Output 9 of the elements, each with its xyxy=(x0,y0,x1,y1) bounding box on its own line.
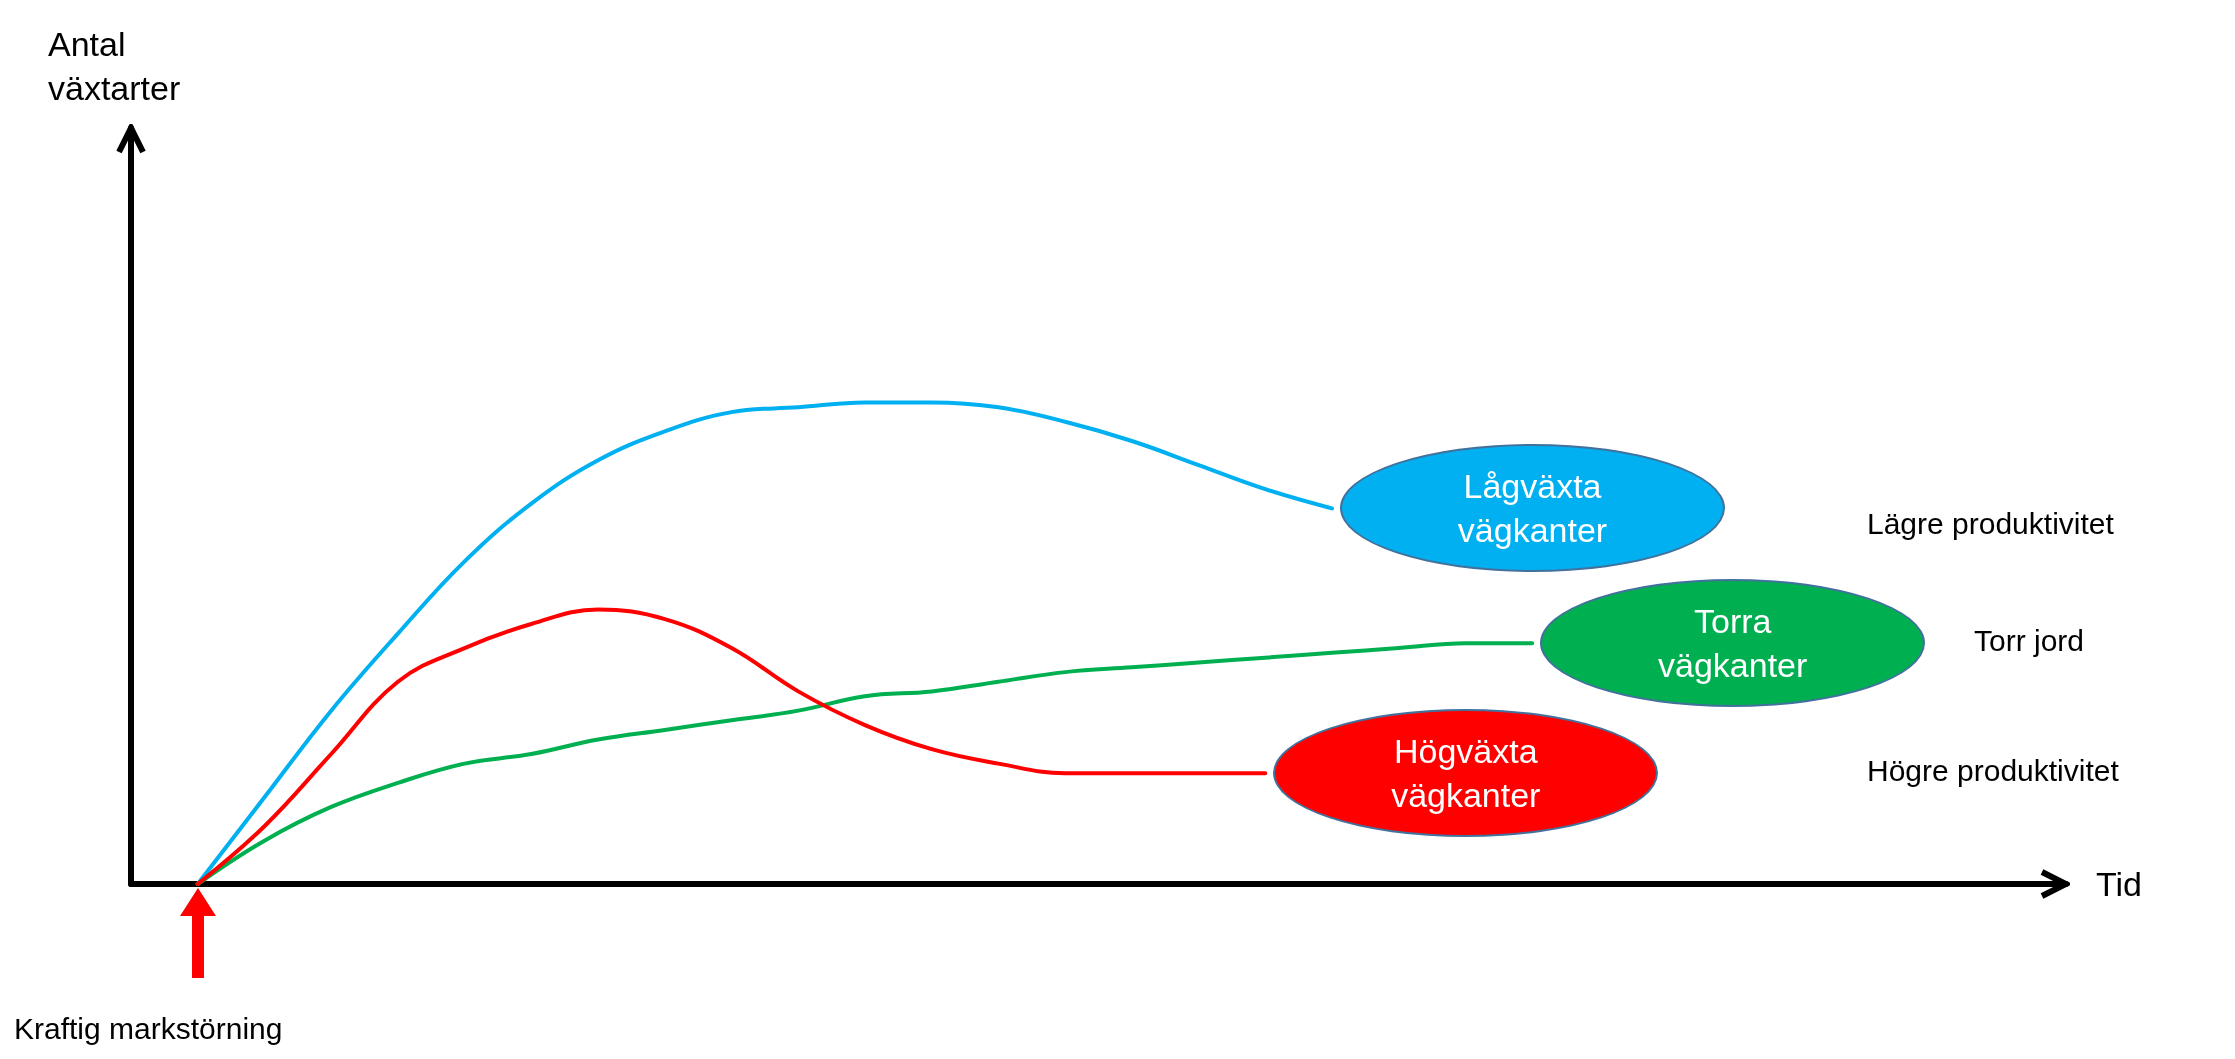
text: Högväxta vägkanter xyxy=(1390,731,1542,817)
text: Torra vägkanter xyxy=(1657,601,1809,687)
annotation: Lägre produktivitet xyxy=(1867,506,2115,540)
text: Antal växtarter xyxy=(48,25,181,107)
annotation: Torr jord xyxy=(1974,623,2085,657)
annotation: Högre produktivitet xyxy=(1867,753,2120,787)
text: Lågväxta vägkanter xyxy=(1456,466,1609,552)
x-axis-title: Tid xyxy=(2096,865,2142,903)
text: Kraftig markstörning xyxy=(14,1011,283,1045)
